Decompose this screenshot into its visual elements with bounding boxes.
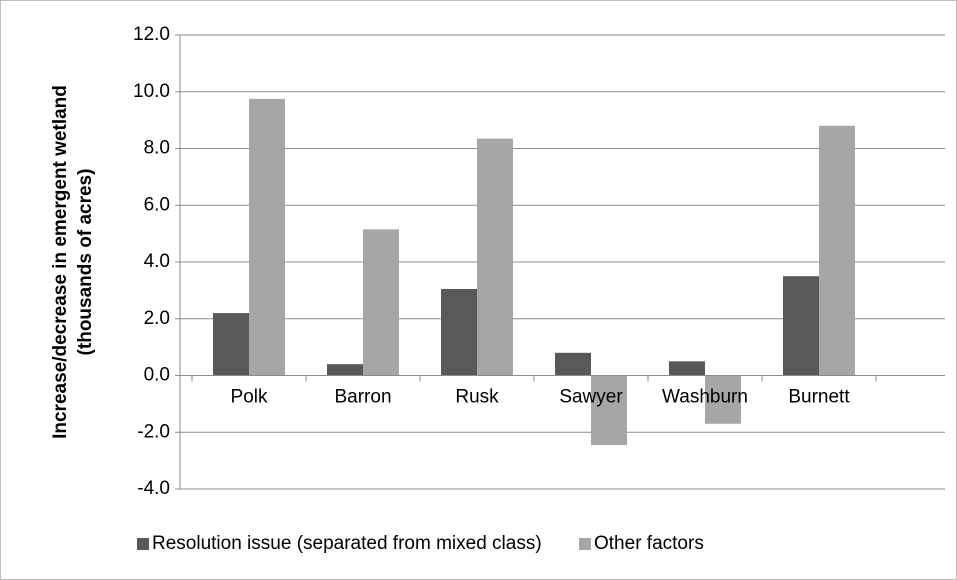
bar	[363, 229, 399, 376]
legend-label: Resolution issue (separated from mixed c…	[152, 533, 542, 554]
x-tick-label: Washburn	[662, 387, 748, 408]
x-tick-label: Sawyer	[559, 387, 623, 408]
x-tick-label: Polk	[231, 387, 268, 408]
y-tick-label: 10.0	[133, 81, 170, 102]
x-tick-label: Rusk	[455, 387, 499, 408]
legend-swatch	[137, 538, 149, 550]
y-tick-label: -4.0	[137, 478, 170, 499]
y-axis-title-line: Increase/decrease in emergent wetland	[50, 85, 71, 439]
bar	[783, 276, 819, 376]
bar	[327, 364, 363, 376]
bar	[555, 352, 591, 376]
bar	[249, 98, 285, 376]
bar	[669, 361, 705, 376]
y-axis-title: Increase/decrease in emergent wetland (t…	[50, 85, 96, 439]
y-axis-title-line: (thousands of acres)	[75, 169, 96, 356]
y-tick-label: 12.0	[133, 24, 170, 45]
bar	[213, 313, 249, 376]
bar	[705, 375, 741, 424]
y-tick-label: 6.0	[144, 194, 170, 215]
legend-swatch	[579, 538, 591, 550]
x-tick-label: Burnett	[788, 387, 850, 408]
y-tick-label: 4.0	[144, 251, 170, 272]
y-tick-label: 0.0	[144, 365, 170, 386]
y-tick-label: 2.0	[144, 308, 170, 329]
y-tick-label: 8.0	[144, 138, 170, 159]
bar	[477, 138, 513, 376]
bar	[591, 375, 627, 446]
bar	[819, 125, 855, 376]
legend-label: Other factors	[594, 533, 704, 554]
x-tick-label: Barron	[334, 387, 391, 408]
bar	[441, 288, 477, 376]
y-tick-label: -2.0	[137, 421, 170, 442]
